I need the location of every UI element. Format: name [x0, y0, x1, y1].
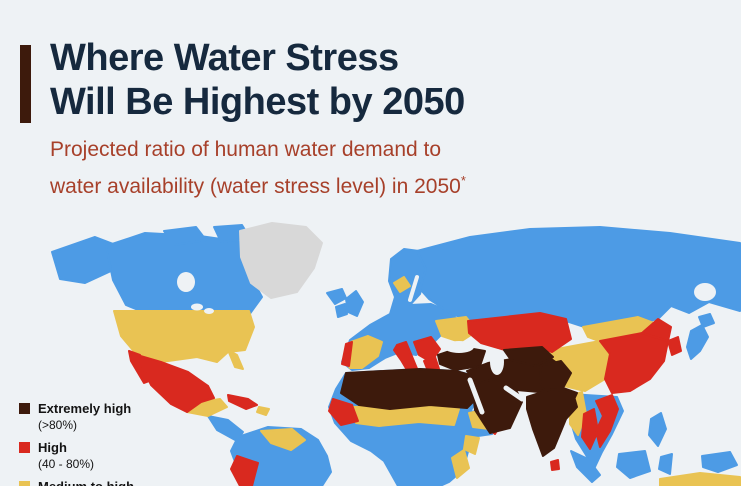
- region-kenya: [463, 435, 480, 455]
- region-ireland: [335, 303, 348, 318]
- region-venezuela: [260, 428, 306, 451]
- region-australia: [659, 472, 741, 486]
- red-sea: [467, 377, 485, 415]
- region-japan: [686, 313, 715, 360]
- region-thailand: [581, 408, 599, 450]
- legend-swatch-high: [19, 442, 30, 453]
- region-portugal: [341, 341, 353, 367]
- region-india: [526, 388, 578, 457]
- subtitle-line-1: Projected ratio of human water demand to: [50, 138, 442, 161]
- subtitle: Projected ratio of human water demand to…: [50, 134, 466, 202]
- legend-swatch-extremely-high: [19, 403, 30, 414]
- legend-item-extremely-high: Extremely high (>80%): [19, 401, 134, 432]
- region-cuba: [227, 394, 258, 410]
- region-scandinavia-south: [393, 276, 411, 293]
- region-sulawesi: [658, 453, 673, 475]
- high-stress-regions: [128, 312, 682, 486]
- legend-swatch-medium-to-high: [19, 481, 30, 486]
- continent-north-america: [51, 224, 263, 442]
- legend-label: Medium to high: [38, 479, 134, 486]
- region-sri-lanka: [550, 459, 560, 471]
- legend-range: (40 - 80%): [38, 457, 95, 471]
- water-features: [177, 272, 716, 415]
- medium-stress-regions: [113, 276, 741, 486]
- page-title: Where Water Stress Will Be Highest by 20…: [50, 36, 465, 124]
- title-accent-bar: [20, 45, 31, 123]
- legend: Extremely high (>80%) High (40 - 80%) Me…: [19, 401, 134, 486]
- baltic-sea: [408, 275, 419, 302]
- region-east-china: [599, 332, 669, 394]
- great-lakes-east: [204, 308, 214, 314]
- region-korea: [667, 336, 682, 356]
- region-florida: [227, 349, 244, 370]
- region-mauritania: [328, 398, 359, 426]
- caspian-sea: [490, 349, 504, 375]
- region-north-africa: [340, 368, 477, 410]
- region-borneo: [616, 450, 651, 479]
- footnote-marker: *: [460, 173, 466, 188]
- region-hispaniola: [256, 406, 270, 416]
- legend-label: High: [38, 440, 67, 455]
- legend-item-medium-to-high: Medium to high: [19, 479, 134, 486]
- region-kazakhstan: [467, 312, 572, 353]
- region-sumatra: [570, 450, 601, 483]
- region-uk: [345, 290, 364, 317]
- region-mexico: [136, 354, 215, 413]
- region-balkans: [413, 336, 441, 363]
- region-iceland: [326, 288, 347, 305]
- title-line-1: Where Water Stress: [50, 37, 399, 79]
- region-spain: [344, 335, 383, 369]
- region-central-asia-south: [503, 346, 554, 367]
- region-greece: [423, 356, 440, 372]
- region-alaska: [51, 236, 117, 284]
- region-mozambique: [451, 449, 470, 479]
- region-philippines: [648, 412, 667, 447]
- region-greenland: [239, 222, 323, 299]
- title-line-2: Will Be Highest by 2050: [50, 81, 465, 123]
- extreme-stress-regions: [340, 346, 578, 457]
- region-sahel: [351, 405, 460, 427]
- legend-label: Extremely high: [38, 401, 132, 416]
- legend-text: Extremely high (>80%): [38, 401, 131, 432]
- great-lakes: [191, 303, 203, 311]
- subtitle-line-2: water availability (water stress level) …: [50, 175, 461, 198]
- region-usa: [113, 310, 255, 363]
- region-manchuria: [641, 318, 672, 342]
- sea-of-okhotsk: [694, 283, 716, 301]
- legend-text: High (40 - 80%): [38, 440, 94, 471]
- region-vietnam: [595, 394, 619, 448]
- legend-text: Medium to high: [38, 479, 134, 486]
- black-sea: [444, 341, 474, 353]
- region-ukraine: [435, 316, 478, 343]
- legend-item-high: High (40 - 80%): [19, 440, 134, 471]
- hudson-bay: [177, 272, 195, 292]
- region-new-guinea: [701, 451, 738, 473]
- region-peru: [230, 455, 259, 486]
- persian-gulf: [503, 385, 525, 402]
- legend-range: (>80%): [38, 418, 78, 432]
